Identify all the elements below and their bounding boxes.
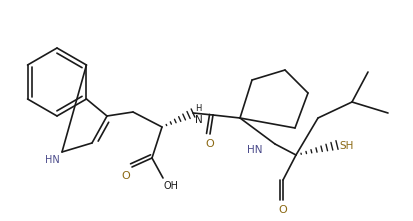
Text: HN: HN [247, 145, 263, 155]
Text: N: N [195, 115, 203, 125]
Text: HN: HN [45, 155, 60, 165]
Text: H: H [195, 104, 202, 113]
Text: OH: OH [164, 181, 179, 191]
Text: SH: SH [339, 141, 354, 151]
Text: O: O [279, 205, 287, 215]
Text: O: O [121, 171, 130, 181]
Text: O: O [206, 139, 214, 149]
